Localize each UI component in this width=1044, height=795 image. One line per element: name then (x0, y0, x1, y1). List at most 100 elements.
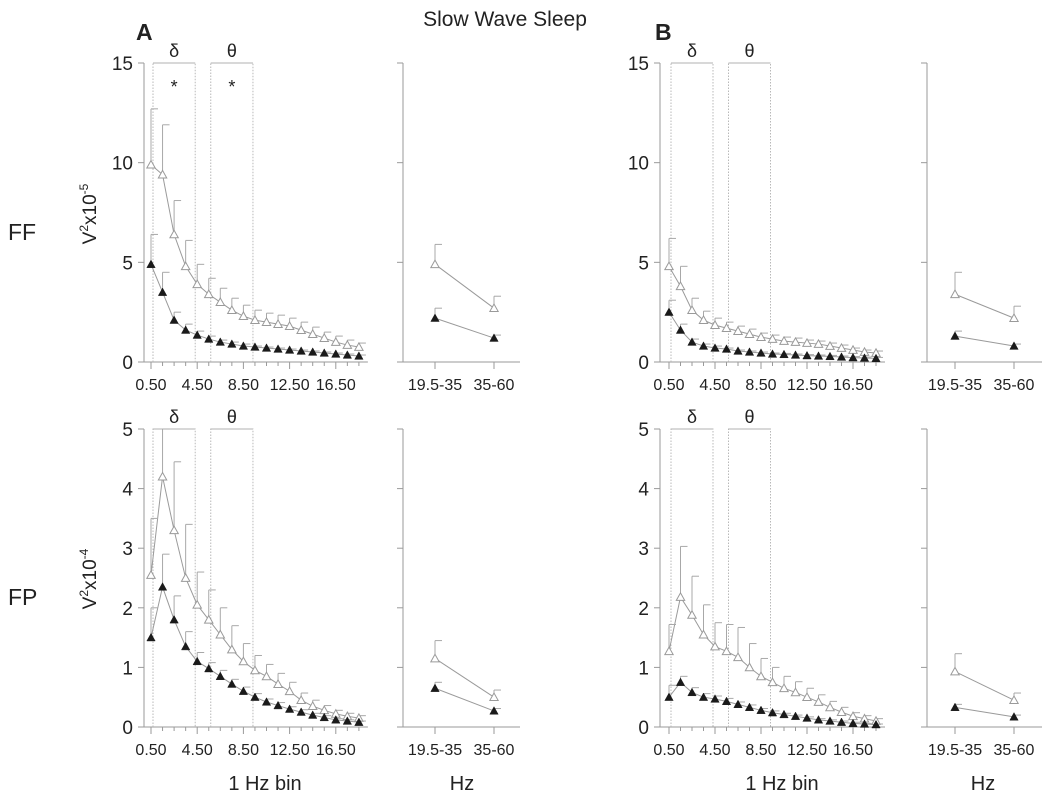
data-point (296, 707, 306, 716)
data-point (169, 229, 180, 239)
series-open (949, 271, 1021, 323)
data-point (157, 287, 168, 296)
y-tick-label: 10 (628, 154, 649, 175)
x-tick-label: 19.5-35 (928, 742, 982, 759)
data-point (215, 671, 225, 680)
y-tick-label: 15 (628, 54, 649, 75)
data-point (756, 705, 766, 714)
data-point (238, 686, 249, 695)
x-tick-label: 19.5-35 (408, 377, 462, 394)
series-line (434, 658, 495, 698)
x-tick-label: 0.50 (135, 377, 166, 394)
data-point (825, 716, 835, 725)
data-point (169, 315, 179, 324)
x-tick-label: 12.50 (270, 742, 310, 759)
data-point (342, 716, 352, 725)
data-point (824, 340, 836, 350)
data-point (802, 350, 812, 360)
data-point (950, 331, 960, 340)
data-point (181, 641, 191, 651)
data-point (296, 694, 307, 705)
data-point (296, 324, 307, 334)
y-tick-label: 3 (122, 539, 133, 560)
data-point (192, 656, 202, 666)
series-line (668, 681, 877, 726)
data-point (744, 328, 755, 338)
band-outline (728, 428, 771, 727)
x-tick-label: 35-60 (994, 742, 1035, 759)
x-axis-label-a-side: Hz (450, 773, 474, 795)
data-point (308, 710, 318, 719)
data-point (284, 704, 295, 713)
y-tick-label: 2 (638, 599, 649, 620)
data-point (778, 683, 790, 693)
x-tick-label: 16.50 (833, 742, 873, 759)
data-point (710, 694, 720, 703)
data-point (790, 687, 801, 697)
data-point (779, 709, 789, 719)
data-point (192, 599, 203, 609)
data-point (1009, 341, 1019, 350)
data-point (284, 320, 295, 330)
x-tick-label: 8.50 (228, 742, 259, 759)
plot-b-ff-side: 19.5-35 35-60 (921, 62, 1042, 394)
data-point (847, 711, 859, 721)
x-tick-label: 4.50 (699, 377, 730, 394)
significance-star: * (228, 77, 235, 97)
data-point (489, 706, 499, 715)
data-point (273, 318, 284, 328)
data-point (354, 717, 364, 726)
svg-text:V2x10-4: V2x10-4 (77, 548, 101, 609)
data-point (319, 348, 329, 357)
data-point (181, 325, 191, 334)
series-open (145, 108, 366, 351)
plot-a-ff-main: 0 5 10 15 0.50 4.50 8.50 12.50 16.50 δ * θ * (112, 41, 368, 394)
x-tick-label: 19.5-35 (928, 377, 982, 394)
y-tick-label: 5 (122, 253, 133, 274)
x-tick-label: 12.50 (787, 742, 827, 759)
data-point (169, 615, 179, 624)
x-tick-label: 4.50 (182, 742, 213, 759)
data-point (733, 346, 743, 355)
data-point (215, 629, 226, 639)
data-point (489, 333, 499, 342)
data-point (342, 350, 352, 359)
data-point (733, 699, 743, 708)
data-point (836, 352, 847, 361)
data-point (227, 339, 237, 348)
data-point (215, 296, 226, 307)
series-filled (430, 307, 501, 342)
band-outline (670, 62, 714, 362)
data-point (824, 702, 836, 712)
data-point (698, 341, 709, 350)
significance-star: * (171, 77, 178, 97)
data-point (331, 715, 341, 724)
data-point (813, 715, 824, 724)
data-point (342, 339, 353, 349)
band-label: δ (687, 41, 697, 61)
x-axis-label-a-main: 1 Hz bin (228, 773, 301, 795)
data-point (429, 259, 441, 269)
y-tick-label: 1 (122, 658, 133, 679)
panel-label-a: A (136, 19, 153, 45)
data-point (767, 333, 778, 343)
data-point (430, 683, 440, 692)
plot-b-ff-main: 0 5 10 15 0.50 4.50 8.50 12.50 16.50 δ θ (628, 41, 885, 394)
plot-b-fp-side: 19.5-35 35-60 (921, 428, 1042, 759)
data-point (238, 656, 249, 666)
data-point (238, 341, 249, 350)
data-point (721, 322, 732, 332)
x-tick-label: 8.50 (745, 742, 776, 759)
y-tick-label: 15 (112, 54, 133, 75)
figure-title: Slow Wave Sleep (423, 8, 587, 31)
data-point (698, 692, 709, 701)
y-tick-label: 3 (638, 539, 649, 560)
y-tick-label: 1 (638, 658, 649, 679)
data-point (319, 712, 329, 722)
data-point (1009, 712, 1019, 721)
x-tick-label: 8.50 (228, 377, 259, 394)
y-tick-label: 0 (122, 718, 133, 739)
data-point (249, 665, 260, 675)
data-point (790, 711, 801, 720)
x-tick-label: 0.50 (653, 742, 684, 759)
